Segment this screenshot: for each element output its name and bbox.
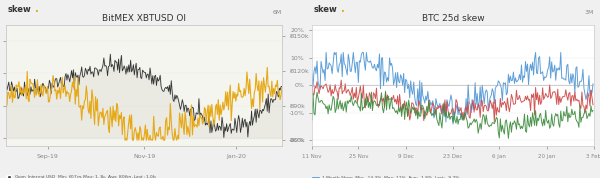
- Text: 6M: 6M: [273, 10, 282, 15]
- Title: BTC 25d skew: BTC 25d skew: [422, 14, 484, 23]
- Text: skew: skew: [313, 6, 337, 14]
- Legend: Open Interest USD  Min: $607m, Max: $1.3b, Avg: $806m, Last: $1.0b, Open Interes: Open Interest USD Min: $607m, Max: $1.3b…: [5, 172, 162, 178]
- Title: BitMEX XBTUSD OI: BitMEX XBTUSD OI: [102, 14, 186, 23]
- Text: .: .: [35, 4, 38, 14]
- Legend: 1 Month Skew  Min: -14.3%, Max: 11%, Avg: -1.8%, Last: -9.7%, 3 Months Skew  Min: 1 Month Skew Min: -14.3%, Max: 11%, Avg:…: [311, 174, 472, 178]
- Text: skew: skew: [7, 6, 31, 14]
- Text: .: .: [341, 4, 344, 14]
- Text: 3M: 3M: [584, 10, 594, 15]
